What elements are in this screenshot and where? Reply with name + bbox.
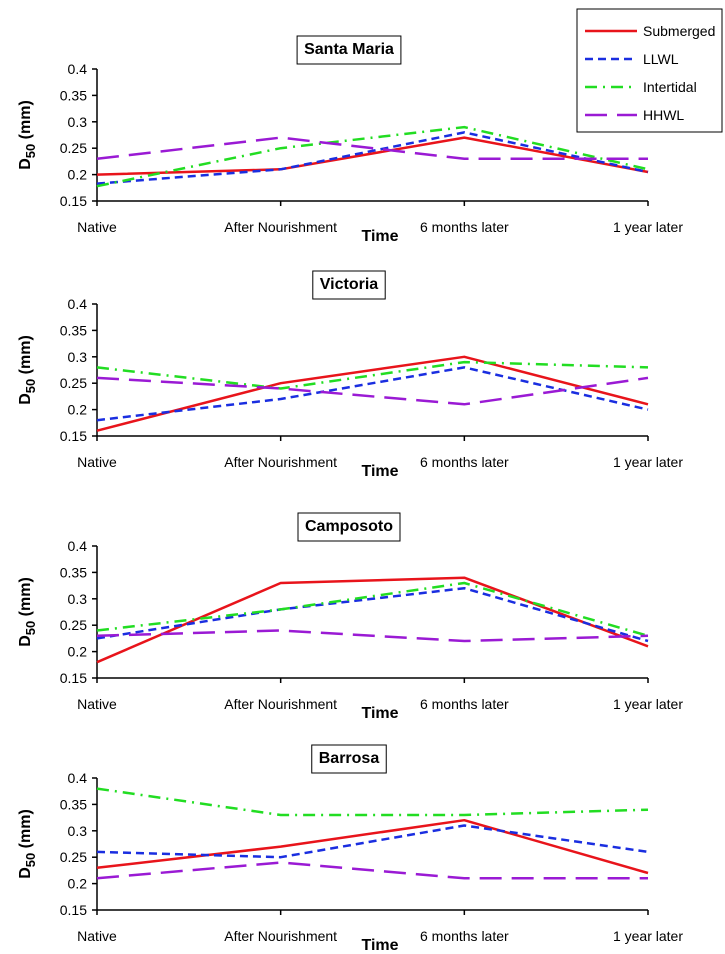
- series-line-submerged: [96, 355, 649, 432]
- x-axis-title: Time: [361, 705, 398, 722]
- y-tick-label: 0.2: [68, 644, 88, 660]
- legend-label-submerged: Submerged: [643, 23, 715, 39]
- y-tick-label: 0.3: [68, 114, 88, 130]
- chart-panel-victoria: Victoria 0.15 0.2 0.25 0.3 0.35 0.4 Native After…: [17, 270, 683, 480]
- series-line-hhwl: [96, 629, 649, 643]
- legend: Submerged LLWL Intertidal HHWL: [576, 8, 723, 133]
- y-axis-title-unit: (mm): [17, 100, 34, 144]
- x-tick-label-after-nourishment: After Nourishment: [224, 454, 337, 470]
- y-axis-title: D50 (mm): [17, 809, 38, 879]
- x-tick-label-after-nourishment: After Nourishment: [224, 219, 337, 235]
- y-axis-title: D50 (mm): [17, 100, 38, 170]
- y-tick-label: 0.4: [68, 296, 88, 312]
- y-tick-label: 0.35: [60, 87, 87, 103]
- chart-title-box: Barrosa: [311, 744, 387, 774]
- x-tick-label-after-nourishment: After Nourishment: [224, 928, 337, 944]
- chart-title: Camposoto: [305, 518, 393, 535]
- series-line-submerged: [96, 136, 649, 176]
- y-tick-label: 0.15: [60, 670, 87, 686]
- y-tick-label: 0.4: [68, 538, 88, 554]
- y-axis-title-unit: (mm): [17, 577, 34, 621]
- x-tick-label-native: Native: [77, 219, 117, 235]
- chart-title-frame: [297, 512, 401, 542]
- series-line-submerged: [96, 818, 649, 875]
- chart-title-frame: [312, 270, 386, 300]
- x-tick-label-1-year-later: 1 year later: [613, 219, 683, 235]
- y-tick-label: 0.25: [60, 375, 87, 391]
- y-tick-label: 0.3: [68, 591, 88, 607]
- y-tick-label: 0.15: [60, 193, 87, 209]
- y-tick-label: 0.3: [68, 823, 88, 839]
- y-axis-title-unit: (mm): [17, 335, 34, 379]
- y-axis-title-main: D: [17, 867, 34, 879]
- x-axis-title: Time: [361, 228, 398, 245]
- y-tick-label: 0.4: [68, 61, 88, 77]
- y-tick-label: 0.35: [60, 322, 87, 338]
- x-tick-label-native: Native: [77, 696, 117, 712]
- y-tick-label: 0.15: [60, 428, 87, 444]
- x-tick-label-native: Native: [77, 454, 117, 470]
- chart-title-box: Santa Maria: [296, 35, 402, 65]
- x-tick-label-native: Native: [77, 928, 117, 944]
- x-axis-title: Time: [361, 937, 398, 954]
- chart-title-box: Camposoto: [297, 512, 401, 542]
- x-tick-label-1-year-later: 1 year later: [613, 928, 683, 944]
- legend-label-hhwl: HHWL: [643, 107, 684, 123]
- x-tick-label-6-months-later: 6 months later: [420, 928, 509, 944]
- series-line-intertidal: [96, 360, 649, 390]
- series-line-hhwl: [96, 861, 648, 880]
- y-tick-label: 0.4: [68, 770, 88, 786]
- chart-panel-santa-maria: Santa Maria 0.15 0.2 0.25 0.3 0.35 0.4 Native Af…: [17, 35, 683, 245]
- x-tick-label-6-months-later: 6 months later: [420, 219, 509, 235]
- y-axis-title-unit: (mm): [17, 809, 34, 853]
- y-axis-title-main: D: [17, 635, 34, 647]
- x-tick-label-after-nourishment: After Nourishment: [224, 696, 337, 712]
- x-tick-label-1-year-later: 1 year later: [613, 454, 683, 470]
- legend-label-intertidal: Intertidal: [643, 79, 697, 95]
- y-axis-title-main: D: [17, 158, 34, 170]
- series-line-llwl: [96, 366, 649, 422]
- series-line-hhwl: [96, 376, 649, 406]
- y-tick-label: 0.35: [60, 564, 87, 580]
- y-axis-title-main: D: [17, 393, 34, 405]
- legend-label-llwl: LLWL: [643, 51, 679, 67]
- series-line-llwl: [96, 131, 649, 185]
- x-axis-title: Time: [361, 463, 398, 480]
- legend-frame: [576, 8, 723, 133]
- chart-title-frame: [311, 744, 387, 774]
- chart-title-box: Victoria: [312, 270, 386, 300]
- series-line-llwl: [96, 586, 649, 643]
- y-axis-title-subscript: 50: [23, 379, 38, 393]
- chart-panel-camposoto: Camposoto 0.15 0.2 0.25 0.3 0.35 0.4 Native Afte…: [17, 512, 683, 722]
- series-line-llwl: [96, 824, 649, 859]
- y-tick-label: 0.3: [68, 349, 88, 365]
- series-line-submerged: [96, 576, 649, 664]
- x-tick-label-6-months-later: 6 months later: [420, 454, 509, 470]
- y-axis-title: D50 (mm): [17, 335, 38, 405]
- y-tick-label: 0.25: [60, 617, 87, 633]
- series-line-hhwl: [96, 136, 648, 161]
- x-tick-label-1-year-later: 1 year later: [613, 696, 683, 712]
- y-axis-title-subscript: 50: [23, 144, 38, 158]
- chart-title: Santa Maria: [304, 41, 394, 58]
- chart-title: Victoria: [320, 276, 379, 293]
- x-tick-label-6-months-later: 6 months later: [420, 696, 509, 712]
- series-line-intertidal: [96, 125, 649, 188]
- chart-panel-barrosa: Barrosa 0.15 0.2 0.25 0.3 0.35 0.4 Native After …: [17, 744, 683, 954]
- y-axis-title: D50 (mm): [17, 577, 38, 647]
- series-line-intertidal: [96, 787, 649, 817]
- y-tick-label: 0.2: [68, 402, 88, 418]
- y-tick-label: 0.15: [60, 902, 87, 918]
- y-tick-label: 0.35: [60, 796, 87, 812]
- y-tick-label: 0.2: [68, 876, 88, 892]
- chart-title-frame: [296, 35, 402, 65]
- chart-title: Barrosa: [319, 750, 380, 767]
- y-tick-label: 0.25: [60, 140, 87, 156]
- y-axis-title-subscript: 50: [23, 853, 38, 867]
- y-axis-title-subscript: 50: [23, 621, 38, 635]
- y-tick-label: 0.2: [68, 167, 88, 183]
- y-tick-label: 0.25: [60, 849, 87, 865]
